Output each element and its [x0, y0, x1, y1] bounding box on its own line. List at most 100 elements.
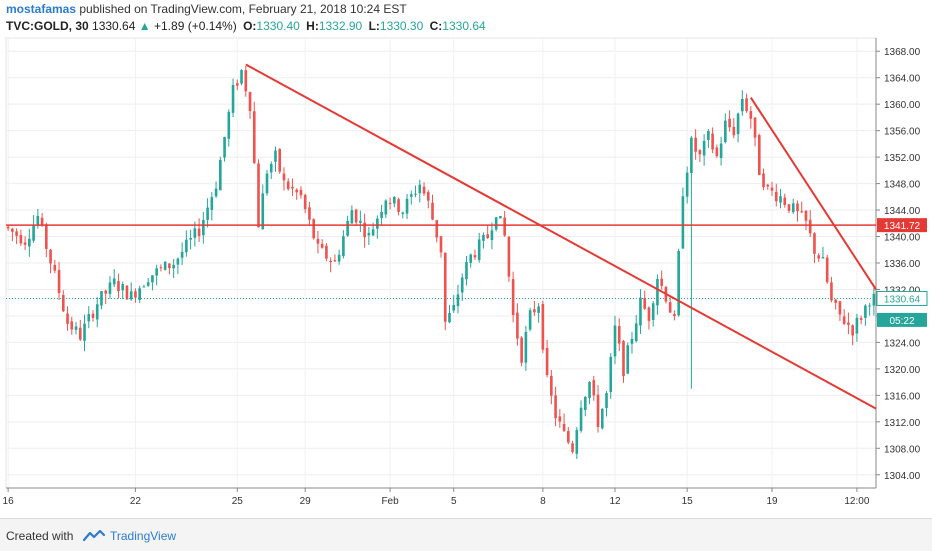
- candle-body: [694, 137, 697, 152]
- candle-body: [189, 237, 192, 240]
- candle-body: [121, 284, 125, 291]
- candle-body: [210, 197, 214, 210]
- candle-body: [380, 211, 383, 219]
- y-tick-label: 1352.00: [884, 153, 921, 164]
- candle-body: [690, 137, 693, 174]
- candle-body: [83, 323, 86, 341]
- candle-body: [639, 297, 642, 326]
- candle-body: [312, 219, 315, 239]
- candle-body: [6, 226, 10, 229]
- candle-body: [359, 220, 362, 223]
- y-tick-label: 1304.00: [884, 471, 921, 482]
- candle-body: [567, 431, 570, 443]
- candle-body: [11, 228, 14, 232]
- candle-body: [142, 286, 146, 288]
- low-value: 1330.30: [379, 19, 424, 33]
- candle-body: [592, 380, 596, 396]
- candle-body: [320, 243, 324, 248]
- author-link[interactable]: mostafamas: [6, 2, 77, 16]
- candle-body: [401, 212, 405, 214]
- candle-body: [507, 236, 511, 277]
- candle-body: [100, 291, 103, 306]
- candle-body: [562, 423, 566, 431]
- candle-body: [219, 160, 222, 191]
- candle-body: [57, 270, 61, 294]
- candle-body: [486, 234, 489, 239]
- candle-body: [647, 307, 651, 321]
- candle-body: [409, 194, 413, 197]
- last-price-label: 1330.64: [884, 294, 921, 305]
- candle-body: [673, 314, 676, 317]
- candle-body: [36, 215, 40, 226]
- candle-body: [477, 239, 481, 261]
- candle-body: [482, 234, 485, 241]
- candle-body: [732, 126, 736, 136]
- price-chart[interactable]: 1304.00 1308.00 1312.00 1316.00 1320.00 1324.…: [0, 0, 932, 518]
- candle-body: [15, 231, 18, 236]
- candle-body: [129, 291, 133, 300]
- candle-body: [78, 327, 82, 340]
- candle-body: [176, 258, 180, 265]
- trendline[interactable]: [245, 63, 877, 410]
- candle-body: [172, 264, 175, 269]
- candle-body: [214, 188, 218, 197]
- candle-body: [817, 255, 821, 259]
- candle-body: [19, 235, 23, 244]
- candle-body: [656, 278, 659, 306]
- candle-body: [791, 203, 795, 213]
- candle-body: [371, 229, 375, 236]
- y-tick-label: 1348.00: [884, 180, 921, 191]
- close-label: C:: [429, 19, 443, 33]
- y-tick-label: 1364.00: [884, 74, 921, 85]
- open-label: O:: [243, 19, 257, 33]
- candle-body: [163, 261, 167, 270]
- candle-body: [605, 393, 608, 409]
- candle-body: [333, 260, 337, 262]
- candle-body: [405, 198, 409, 214]
- candle-body: [558, 416, 562, 422]
- close-value: 1330.64: [442, 19, 486, 33]
- candle-body: [74, 326, 78, 330]
- candle-body: [779, 196, 782, 203]
- chart-header-publish: mostafamas published on TradingView.com,…: [6, 2, 407, 16]
- candle-body: [28, 238, 31, 247]
- candle-body: [711, 133, 714, 150]
- trendline[interactable]: [749, 97, 877, 291]
- candle-body: [571, 443, 574, 452]
- y-tick-label: 1368.00: [884, 47, 921, 58]
- tradingview-brand-link[interactable]: TradingView: [110, 529, 177, 543]
- candle-body: [613, 325, 617, 357]
- candle-body: [32, 225, 35, 241]
- candle-body: [278, 148, 282, 172]
- last-price: 1330.64: [92, 19, 136, 33]
- candle-body: [868, 305, 871, 307]
- candle-body: [800, 211, 804, 213]
- candle-body: [193, 228, 197, 238]
- x-tick-label: 5: [451, 496, 457, 507]
- candle-body: [749, 111, 753, 119]
- candle-body: [490, 230, 494, 240]
- x-tick-label: 16: [3, 496, 15, 507]
- symbol-label[interactable]: TVC:GOLD, 30: [6, 19, 89, 33]
- candle-body: [626, 345, 630, 374]
- candle-body: [830, 282, 833, 301]
- y-tick-label: 1324.00: [884, 338, 921, 349]
- candle-body: [834, 299, 837, 303]
- candle-body: [736, 113, 740, 135]
- change-value: +1.89 (+0.14%): [154, 19, 237, 33]
- candle-body: [448, 313, 451, 323]
- candle-body: [308, 207, 311, 220]
- candle-body: [23, 242, 27, 245]
- candle-body: [554, 395, 557, 419]
- candle-body: [393, 196, 396, 204]
- candle-body: [295, 189, 299, 193]
- candle-body: [783, 197, 787, 205]
- candle-body: [265, 173, 269, 194]
- tradingview-cloud-icon[interactable]: [82, 528, 106, 542]
- candle-body: [274, 150, 277, 162]
- x-tick-label: 19: [766, 496, 778, 507]
- candle-body: [634, 323, 638, 342]
- candle-body: [545, 347, 549, 376]
- candle-body: [342, 236, 345, 257]
- candle-body: [677, 250, 680, 316]
